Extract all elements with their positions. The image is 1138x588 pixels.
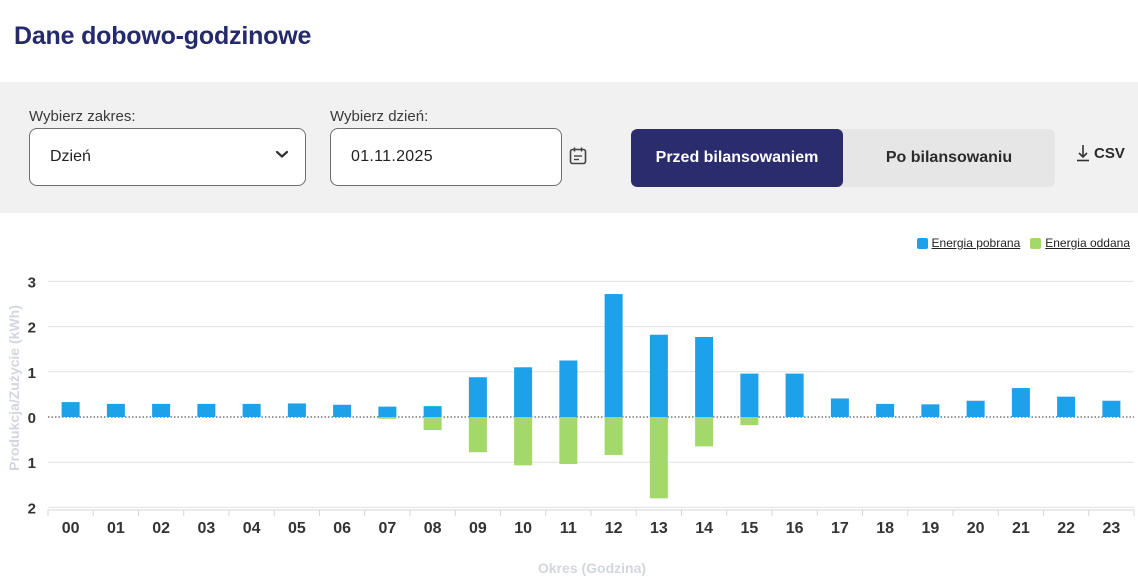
x-tick-label: 10 <box>514 520 532 537</box>
x-tick-label: 12 <box>605 520 623 537</box>
bar-pobrana <box>1102 400 1121 417</box>
range-select[interactable]: Dzień <box>29 128 306 186</box>
x-axis-title: Okres (Godzina) <box>538 560 646 576</box>
bar-pobrana <box>197 403 216 417</box>
bar-pobrana <box>514 367 533 417</box>
x-tick-label: 05 <box>288 520 306 537</box>
bar-pobrana <box>61 402 80 417</box>
x-tick-label: 09 <box>469 520 487 537</box>
x-tick-label: 06 <box>333 520 351 537</box>
x-tick-label: 11 <box>560 520 577 537</box>
bar-pobrana <box>604 294 623 417</box>
x-tick-label: 02 <box>152 520 170 537</box>
bar-pobrana <box>1057 396 1076 417</box>
x-tick-label: 18 <box>876 520 894 537</box>
x-tick-label: 13 <box>650 520 668 537</box>
bar-pobrana <box>378 406 397 417</box>
y-tick-label: 2 <box>28 500 36 517</box>
bar-pobrana <box>242 403 261 417</box>
download-icon <box>1077 145 1089 162</box>
chevron-down-icon <box>275 150 289 158</box>
bar-oddana <box>423 417 442 431</box>
balancing-toggle: Przed bilansowaniem Po bilansowaniu <box>631 129 1055 187</box>
after-balancing-button[interactable]: Po bilansowaniu <box>885 149 1013 166</box>
bar-oddana <box>649 417 668 499</box>
x-tick-label: 19 <box>921 520 939 537</box>
filters-bar: Wybierz zakres: Dzień Wybierz dzień: 01.… <box>0 82 1138 213</box>
csv-label: CSV <box>1094 144 1125 162</box>
legend-swatch-oddana <box>1030 237 1042 249</box>
legend-item-oddana[interactable]: Energia oddana <box>1030 236 1130 250</box>
bar-pobrana <box>830 398 849 417</box>
bar-pobrana <box>152 403 171 417</box>
legend-label-pobrana: Energia pobrana <box>931 236 1021 250</box>
x-tick-label: 16 <box>786 520 804 537</box>
x-tick-label: 23 <box>1102 520 1120 537</box>
x-tick-label: 17 <box>831 520 849 537</box>
x-tick-label: 15 <box>740 520 758 537</box>
before-balancing-button[interactable]: Przed bilansowaniem <box>631 129 843 187</box>
bar-pobrana <box>468 377 487 417</box>
day-input[interactable]: 01.11.2025 <box>330 128 562 186</box>
bar-oddana <box>468 417 487 453</box>
x-tick-label: 14 <box>695 520 713 537</box>
bar-pobrana <box>785 373 804 417</box>
page-title: Dane dobowo-godzinowe <box>14 22 312 50</box>
legend-label-oddana: Energia oddana <box>1045 236 1130 250</box>
y-tick-label: 2 <box>28 320 36 337</box>
y-tick-label: 0 <box>28 410 36 427</box>
bar-pobrana <box>106 403 125 417</box>
x-tick-label: 22 <box>1057 520 1075 537</box>
bar-pobrana <box>966 400 985 417</box>
bar-oddana <box>514 417 533 466</box>
x-tick-label: 01 <box>107 520 125 537</box>
csv-download-button[interactable]: CSV <box>1076 144 1125 162</box>
day-label: Wybierz dzień: <box>330 108 429 125</box>
chart-legend: Energia pobrana Energia oddana <box>916 236 1130 250</box>
bar-oddana <box>559 417 578 465</box>
bar-pobrana <box>287 403 306 417</box>
bar-oddana <box>740 417 759 426</box>
y-tick-label: 1 <box>28 455 36 472</box>
range-select-value: Dzień <box>50 148 91 165</box>
legend-swatch-pobrana <box>916 237 928 249</box>
bar-pobrana <box>333 404 352 417</box>
bar-oddana <box>604 417 623 455</box>
x-tick-label: 20 <box>967 520 985 537</box>
bar-pobrana <box>649 334 668 417</box>
bar-pobrana <box>559 360 578 417</box>
x-tick-label: 00 <box>62 520 80 537</box>
y-axis-title: Produkcja/Zużycie (kWh) <box>6 305 22 471</box>
bar-pobrana <box>740 373 759 417</box>
y-tick-label: 3 <box>28 274 36 291</box>
bar-pobrana <box>1011 388 1030 417</box>
bar-pobrana <box>695 336 714 417</box>
legend-item-pobrana[interactable]: Energia pobrana <box>916 236 1021 250</box>
bar-pobrana <box>921 404 940 417</box>
calendar-icon[interactable] <box>568 146 588 166</box>
bar-oddana <box>695 417 714 447</box>
range-label: Wybierz zakres: <box>29 108 136 125</box>
x-tick-label: 08 <box>424 520 442 537</box>
x-tick-label: 21 <box>1012 520 1030 537</box>
x-tick-label: 07 <box>378 520 396 537</box>
day-input-value: 01.11.2025 <box>351 148 433 165</box>
x-tick-label: 04 <box>243 520 261 537</box>
bar-pobrana <box>876 403 895 417</box>
y-tick-label: 1 <box>28 365 36 382</box>
page-header: Dane dobowo-godzinowe <box>0 0 1138 82</box>
chart-area: 3 2 1 0 1 2 00 01 02 03 04 05 06 07 08 09 10 11 12 13 14 15 16… <box>0 213 1138 588</box>
bar-oddana <box>378 417 397 419</box>
x-tick-label: 03 <box>197 520 215 537</box>
bar-pobrana <box>423 406 442 417</box>
